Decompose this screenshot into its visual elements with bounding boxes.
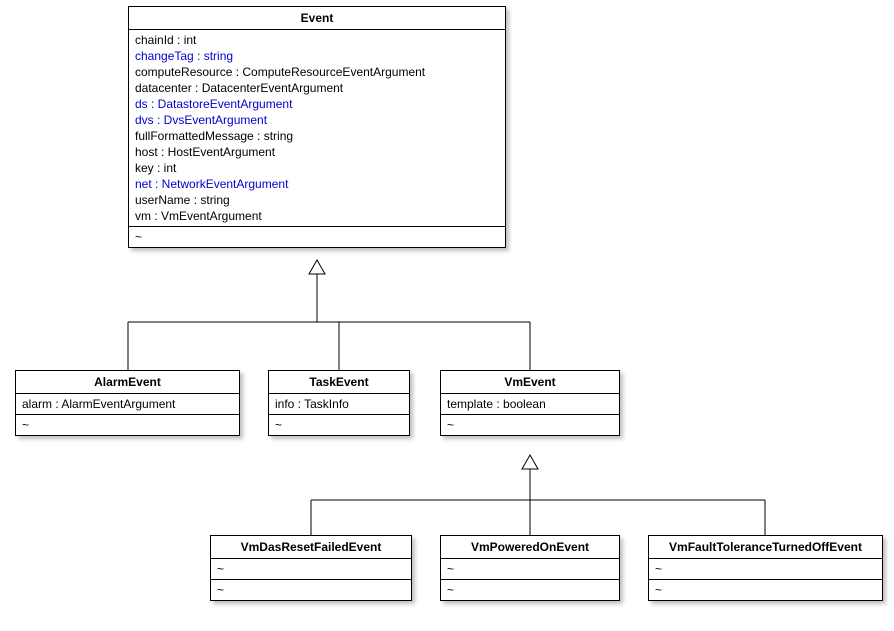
attr: userName : string: [135, 192, 499, 208]
class-attributes: chainId : int changeTag : string compute…: [129, 30, 505, 227]
attr: fullFormattedMessage : string: [135, 128, 499, 144]
uml-class-vmpoweredonevent: VmPoweredOnEvent ~ ~: [440, 535, 620, 601]
uml-class-alarmevent: AlarmEvent alarm : AlarmEventArgument ~: [15, 370, 240, 436]
class-ops: ~: [16, 415, 239, 435]
uml-class-vmevent: VmEvent template : boolean ~: [440, 370, 620, 436]
class-ops: ~: [269, 415, 409, 435]
class-title: VmDasResetFailedEvent: [211, 536, 411, 559]
attr: computeResource : ComputeResourceEventAr…: [135, 64, 499, 80]
class-attributes: alarm : AlarmEventArgument: [16, 394, 239, 415]
class-ops: ~: [649, 580, 882, 600]
uml-class-taskevent: TaskEvent info : TaskInfo ~: [268, 370, 410, 436]
attr: chainId : int: [135, 32, 499, 48]
uml-class-vmdasresetfailedevent: VmDasResetFailedEvent ~ ~: [210, 535, 412, 601]
attr: key : int: [135, 160, 499, 176]
attr: vm : VmEventArgument: [135, 208, 499, 224]
attr[interactable]: changeTag : string: [135, 48, 499, 64]
class-ops: ~: [441, 580, 619, 600]
class-ops: ~: [129, 227, 505, 247]
class-title: Event: [129, 7, 505, 30]
attr[interactable]: ds : DatastoreEventArgument: [135, 96, 499, 112]
class-title: AlarmEvent: [16, 371, 239, 394]
class-title: TaskEvent: [269, 371, 409, 394]
attr[interactable]: dvs : DvsEventArgument: [135, 112, 499, 128]
class-attributes: template : boolean: [441, 394, 619, 415]
attr: alarm : AlarmEventArgument: [22, 396, 233, 412]
class-title: VmPoweredOnEvent: [441, 536, 619, 559]
class-attributes: info : TaskInfo: [269, 394, 409, 415]
attr[interactable]: net : NetworkEventArgument: [135, 176, 499, 192]
attr: datacenter : DatacenterEventArgument: [135, 80, 499, 96]
class-ops: ~: [441, 559, 619, 580]
attr: info : TaskInfo: [275, 396, 403, 412]
attr: host : HostEventArgument: [135, 144, 499, 160]
class-ops: ~: [211, 559, 411, 580]
class-ops: ~: [211, 580, 411, 600]
class-ops: ~: [649, 559, 882, 580]
attr: template : boolean: [447, 396, 613, 412]
uml-class-vmfttoff: VmFaultToleranceTurnedOffEvent ~ ~: [648, 535, 883, 601]
class-title: VmFaultToleranceTurnedOffEvent: [649, 536, 882, 559]
class-title: VmEvent: [441, 371, 619, 394]
class-ops: ~: [441, 415, 619, 435]
uml-class-event: Event chainId : int changeTag : string c…: [128, 6, 506, 248]
